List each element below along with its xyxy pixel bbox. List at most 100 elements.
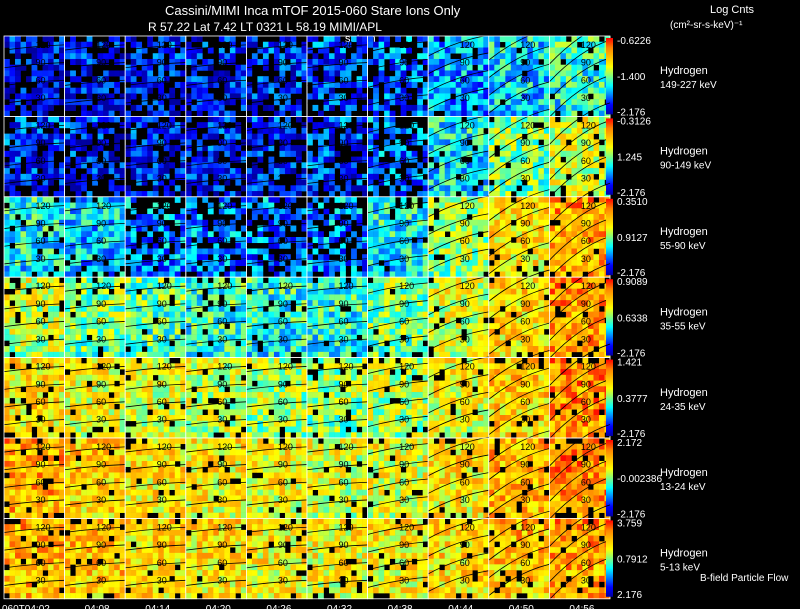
heatmap-cell: [571, 145, 578, 152]
heatmap-cell: [323, 168, 330, 175]
heatmap-cell: [130, 254, 137, 261]
heatmap-cell: [587, 231, 594, 238]
heatmap-cell: [422, 282, 429, 289]
heatmap-cell: [257, 277, 264, 284]
heatmap-cell: [549, 162, 556, 169]
heatmap-cell: [450, 70, 457, 77]
pitch-angle-label: 120: [217, 40, 232, 50]
heatmap-cell: [461, 41, 468, 48]
heatmap-cell: [130, 191, 137, 198]
heatmap-cell: [207, 116, 214, 123]
heatmap-cell: [163, 323, 170, 330]
heatmap-cell: [538, 110, 545, 117]
heatmap-cell: [262, 81, 269, 88]
heatmap-cell: [345, 168, 352, 175]
heatmap-cell: [125, 328, 132, 335]
heatmap-cell: [593, 259, 600, 267]
heatmap-cell: [163, 271, 170, 278]
heatmap-cell: [262, 300, 269, 307]
heatmap-cell: [136, 179, 143, 186]
heatmap-cell: [284, 311, 291, 318]
heatmap-cell: [273, 311, 280, 318]
heatmap-cell: [295, 53, 302, 60]
heatmap-cell: [384, 127, 390, 134]
heatmap-cell: [235, 191, 242, 198]
heatmap-cell: [565, 127, 572, 134]
heatmap-cell: [147, 237, 154, 244]
heatmap-cell: [114, 173, 120, 180]
heatmap-cell: [477, 173, 484, 180]
heatmap-cell: [15, 346, 21, 353]
heatmap-cell: [235, 259, 242, 267]
heatmap-cell: [48, 58, 54, 66]
heatmap-cell: [367, 294, 374, 301]
heatmap-cell: [103, 242, 109, 249]
heatmap-cell: [48, 277, 54, 284]
heatmap-cell: [554, 127, 561, 134]
heatmap-cell: [97, 259, 104, 267]
heatmap-cell: [141, 81, 148, 88]
heatmap-cell: [516, 122, 523, 129]
heatmap-cell: [229, 156, 236, 163]
heatmap-cell: [218, 254, 225, 261]
heatmap-cell: [290, 110, 297, 117]
heatmap-cell: [174, 133, 181, 140]
heatmap-cell: [543, 122, 550, 129]
heatmap-cell: [240, 76, 247, 83]
heatmap-cell: [433, 242, 440, 249]
heatmap-cell: [411, 265, 418, 272]
heatmap-cell: [510, 87, 517, 94]
heatmap-cell: [81, 145, 87, 152]
heatmap-cell: [9, 87, 16, 94]
heatmap-cell: [340, 41, 346, 48]
heatmap-cell: [92, 231, 98, 238]
heatmap-cell: [125, 259, 132, 267]
heatmap-cell: [169, 110, 176, 117]
heatmap-cell: [598, 104, 605, 111]
heatmap-cell: [417, 133, 423, 140]
heatmap-cell: [488, 93, 495, 100]
heatmap-cell: [362, 150, 368, 157]
heatmap-cell: [37, 271, 43, 278]
pitch-angle-contour: [125, 338, 186, 345]
heatmap-cell: [527, 162, 534, 169]
heatmap-cell: [9, 208, 16, 215]
heatmap-cell: [367, 116, 374, 123]
heatmap-cell: [307, 277, 313, 284]
heatmap-cell: [356, 145, 363, 152]
heatmap-cell: [593, 156, 600, 163]
heatmap-cell: [527, 104, 534, 111]
pitch-angle-contour: [185, 124, 247, 131]
heatmap-cell: [576, 179, 583, 186]
heatmap-cell: [295, 110, 302, 117]
heatmap-cell: [483, 231, 490, 238]
heatmap-cell: [114, 334, 120, 341]
heatmap-cell: [53, 93, 60, 100]
heatmap-cell: [273, 133, 280, 140]
heatmap-cell: [323, 81, 330, 88]
heatmap-cell: [31, 317, 38, 324]
heatmap-cell: [42, 323, 49, 330]
heatmap-cell: [191, 242, 198, 249]
heatmap-cell: [598, 87, 605, 94]
heatmap-cell: [422, 219, 429, 226]
heatmap-cell: [279, 53, 286, 60]
heatmap-cell: [598, 76, 605, 83]
heatmap-cell: [196, 150, 203, 157]
heatmap-cell: [455, 208, 462, 215]
heatmap-cell: [582, 202, 589, 209]
heatmap-cell: [565, 179, 572, 186]
heatmap-cell: [323, 156, 330, 163]
heatmap-cell: [527, 191, 534, 198]
heatmap-cell: [136, 265, 143, 272]
heatmap-cell: [587, 254, 594, 261]
heatmap-cell: [284, 237, 291, 244]
heatmap-cell: [598, 265, 605, 272]
heatmap-cell: [389, 231, 396, 238]
heatmap-cell: [196, 237, 203, 244]
heatmap-cell: [42, 58, 49, 66]
heatmap-cell: [75, 225, 82, 232]
heatmap-cell: [598, 185, 605, 192]
heatmap-cell: [152, 58, 159, 66]
heatmap-cell: [4, 185, 10, 192]
